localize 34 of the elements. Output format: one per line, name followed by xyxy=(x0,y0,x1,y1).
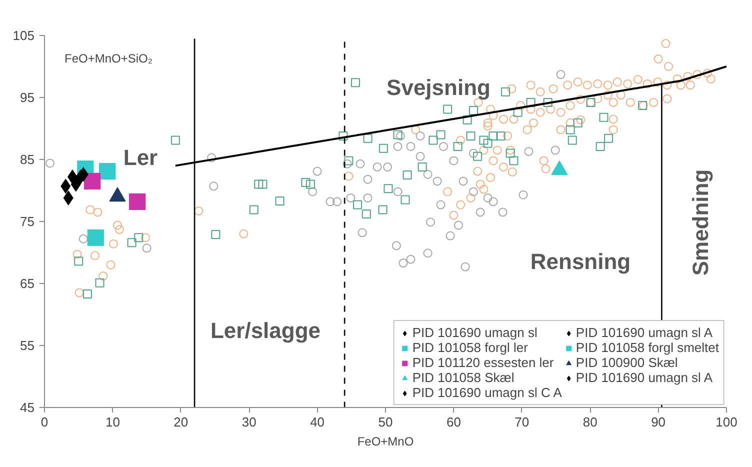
x-tick-label: 10 xyxy=(105,414,120,430)
legend-label: PID 101690 umagn sl xyxy=(412,325,538,340)
y-tick-label: 75 xyxy=(20,214,35,229)
legend-label: PID 101690 umagn sl A xyxy=(576,325,713,340)
x-tick-label: 70 xyxy=(514,414,530,430)
y-tick-label: 45 xyxy=(20,400,35,415)
y-tick-label: 85 xyxy=(20,152,35,167)
x-axis-title: FeO+MnO xyxy=(357,434,414,448)
legend-label: PID 100900 Skæl xyxy=(576,355,678,370)
y-tick-label: 55 xyxy=(20,338,35,353)
legend-label: PID 101058 forgl ler xyxy=(412,340,528,355)
annotation: Rensning xyxy=(530,249,631,274)
x-tick-label: 80 xyxy=(582,414,598,430)
x-tick-label: 100 xyxy=(716,414,738,430)
legend-label: PID 101058 Skæl xyxy=(412,370,514,385)
x-tick-label: 30 xyxy=(242,414,256,430)
legend-label: PID 101690 umagn sl A xyxy=(576,370,713,385)
y-axis-title: FeO+MnO+SiO₂ xyxy=(64,52,153,66)
annotation: Ler xyxy=(123,145,158,170)
x-tick-label: 40 xyxy=(310,414,325,430)
y-tick-label: 65 xyxy=(20,276,35,291)
x-tick-label: 50 xyxy=(378,414,393,430)
x-tick-label: 60 xyxy=(446,414,461,430)
y-tick-label: 95 xyxy=(20,90,35,105)
legend-label: PID 101120 essesten ler xyxy=(412,355,554,370)
y-tick-label: 105 xyxy=(12,28,35,43)
legend-label: PID 101058 forgl smeltet xyxy=(576,340,719,355)
x-tick-label: 20 xyxy=(174,414,188,430)
x-tick-label: 0 xyxy=(40,414,48,430)
annotation: Smedning xyxy=(688,169,713,276)
annotation: Svejsning xyxy=(386,75,490,100)
legend-label: PID 101690 umagn sl C A xyxy=(412,385,562,400)
x-tick-label: 90 xyxy=(651,414,666,430)
annotation: Ler/slagge xyxy=(210,318,321,343)
